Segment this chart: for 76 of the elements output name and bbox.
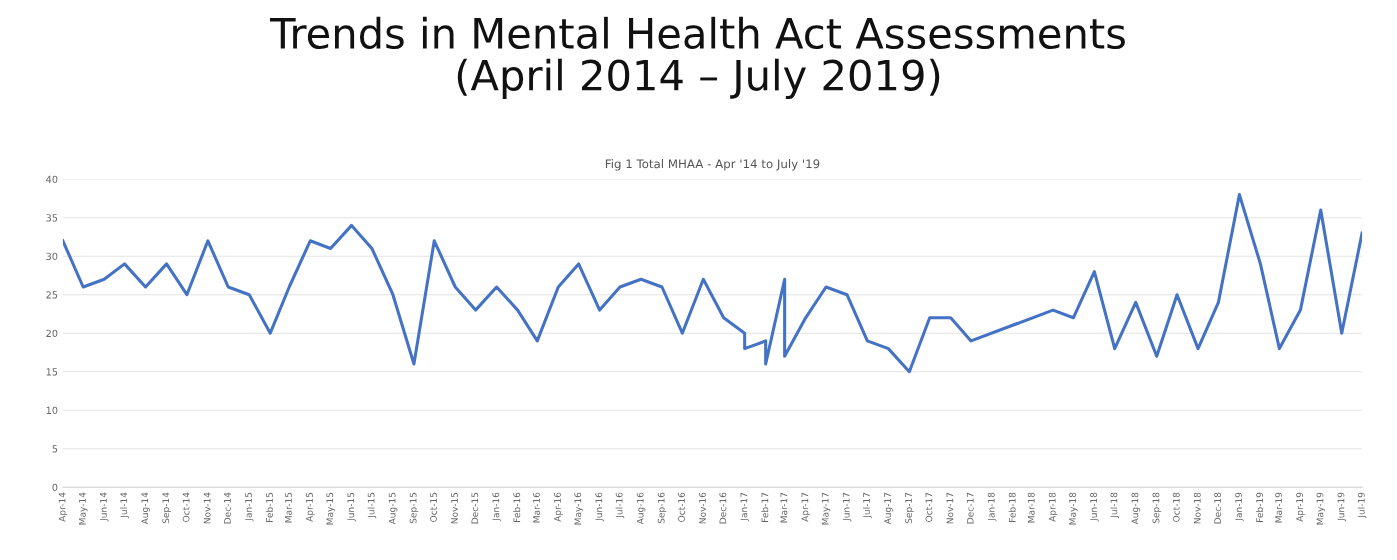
y-tick-label: 30 — [46, 252, 58, 261]
x-tick-label: Jul-18 — [1110, 492, 1119, 519]
x-tick-label: Aug-14 — [141, 492, 150, 525]
x-tick-label: Mar-15 — [285, 492, 292, 523]
y-tick-label: 20 — [46, 329, 58, 338]
x-tick-label: Dec-14 — [224, 492, 231, 524]
y-tick-label: 5 — [52, 445, 58, 453]
x-tick-label: May-17 — [821, 492, 831, 525]
x-tick-label: Apr-16 — [554, 492, 563, 522]
x-tick-label: May-16 — [574, 492, 583, 525]
x-tick-label: Apr-14 — [58, 492, 68, 522]
x-tick-label: Jun-18 — [1090, 492, 1099, 522]
x-tick-label: Jul-14 — [120, 492, 129, 519]
x-tick-label: Feb-19 — [1256, 492, 1264, 522]
x-tick-label: Feb-17 — [761, 492, 769, 522]
y-tick-label: 15 — [46, 368, 58, 376]
x-tick-label: Jan-19 — [1235, 492, 1244, 522]
x-tick-label: Mar-17 — [780, 492, 788, 523]
x-tick-label: Aug-17 — [884, 492, 893, 525]
x-tick-label: Jun-14 — [100, 492, 109, 522]
line-series — [62, 193, 1363, 374]
x-tick-label: Aug-16 — [636, 492, 646, 525]
x-tick-label: Sep-15 — [409, 492, 419, 524]
x-tick-label: Mar-19 — [1275, 492, 1283, 523]
x-tick-label: Aug-18 — [1131, 492, 1141, 525]
x-tick-label: Dec-15 — [471, 492, 479, 524]
chart-title: Trends in Mental Health Act Assessments (April 2014 – July 2019) — [269, 16, 1125, 100]
x-tick-label: Jul-19 — [1357, 492, 1367, 519]
x-tick-label: Jul-17 — [862, 492, 872, 519]
x-tick-label: Feb-16 — [513, 492, 521, 522]
y-tick-label: 40 — [46, 175, 58, 184]
x-tick-label: Nov-14 — [203, 492, 211, 524]
x-tick-label: Nov-15 — [451, 492, 458, 524]
chart-subtitle: Fig 1 Total MHAA - Apr '14 to July '19 — [605, 159, 820, 171]
x-tick-label: Jan-16 — [492, 492, 501, 522]
x-tick-label: Oct-15 — [430, 492, 437, 522]
y-tick-label: 10 — [46, 406, 58, 415]
y-tick-label: 0 — [52, 483, 58, 492]
x-tick-label: Feb-18 — [1008, 492, 1016, 522]
x-tick-label: Sep-16 — [657, 492, 667, 524]
x-tick-label: May-19 — [1316, 492, 1326, 525]
x-tick-label: Jun-19 — [1337, 492, 1347, 522]
x-tick-label: Oct-18 — [1172, 492, 1180, 522]
x-tick-label: Sep-18 — [1152, 492, 1162, 524]
x-tick-label: Nov-16 — [699, 492, 706, 524]
y-tick-label: 35 — [46, 214, 58, 222]
x-tick-label: Apr-18 — [1048, 492, 1058, 522]
x-tick-label: Oct-17 — [925, 492, 933, 522]
x-tick-label: Jul-16 — [615, 492, 625, 519]
x-tick-label: May-15 — [326, 492, 335, 525]
x-tick-label: Mar-18 — [1027, 492, 1035, 523]
x-tick-label: Dec-17 — [966, 492, 974, 524]
x-tick-label: Apr-17 — [801, 492, 811, 522]
x-tick-label: Jun-17 — [842, 492, 852, 522]
x-tick-label: Mar-16 — [533, 492, 540, 523]
x-tick-label: Jan-18 — [987, 492, 997, 522]
x-tick-label: Jul-15 — [367, 492, 377, 519]
x-tick-label: Nov-18 — [1193, 492, 1201, 524]
x-tick-label: Sep-14 — [162, 492, 171, 524]
x-tick-label: May-14 — [79, 492, 88, 525]
x-tick-label: Aug-15 — [388, 492, 398, 525]
x-tick-label: Jan-15 — [245, 492, 254, 522]
x-tick-label: Sep-17 — [905, 492, 914, 524]
x-tick-label: Dec-16 — [719, 492, 727, 524]
x-tick-label: Oct-14 — [182, 492, 190, 522]
x-tick-label: Nov-17 — [946, 492, 954, 524]
x-tick-label: Dec-18 — [1214, 492, 1222, 524]
x-tick-label: Oct-16 — [678, 492, 685, 522]
x-tick-label: Apr-19 — [1296, 492, 1305, 522]
x-tick-label: Jun-16 — [595, 492, 604, 522]
x-tick-label: Feb-15 — [265, 492, 273, 522]
x-tick-label: Jun-15 — [347, 492, 356, 522]
y-tick-label: 25 — [46, 291, 58, 299]
x-tick-label: Jan-17 — [740, 492, 749, 522]
x-tick-label: Apr-15 — [306, 492, 315, 522]
x-tick-label: May-18 — [1069, 492, 1078, 525]
